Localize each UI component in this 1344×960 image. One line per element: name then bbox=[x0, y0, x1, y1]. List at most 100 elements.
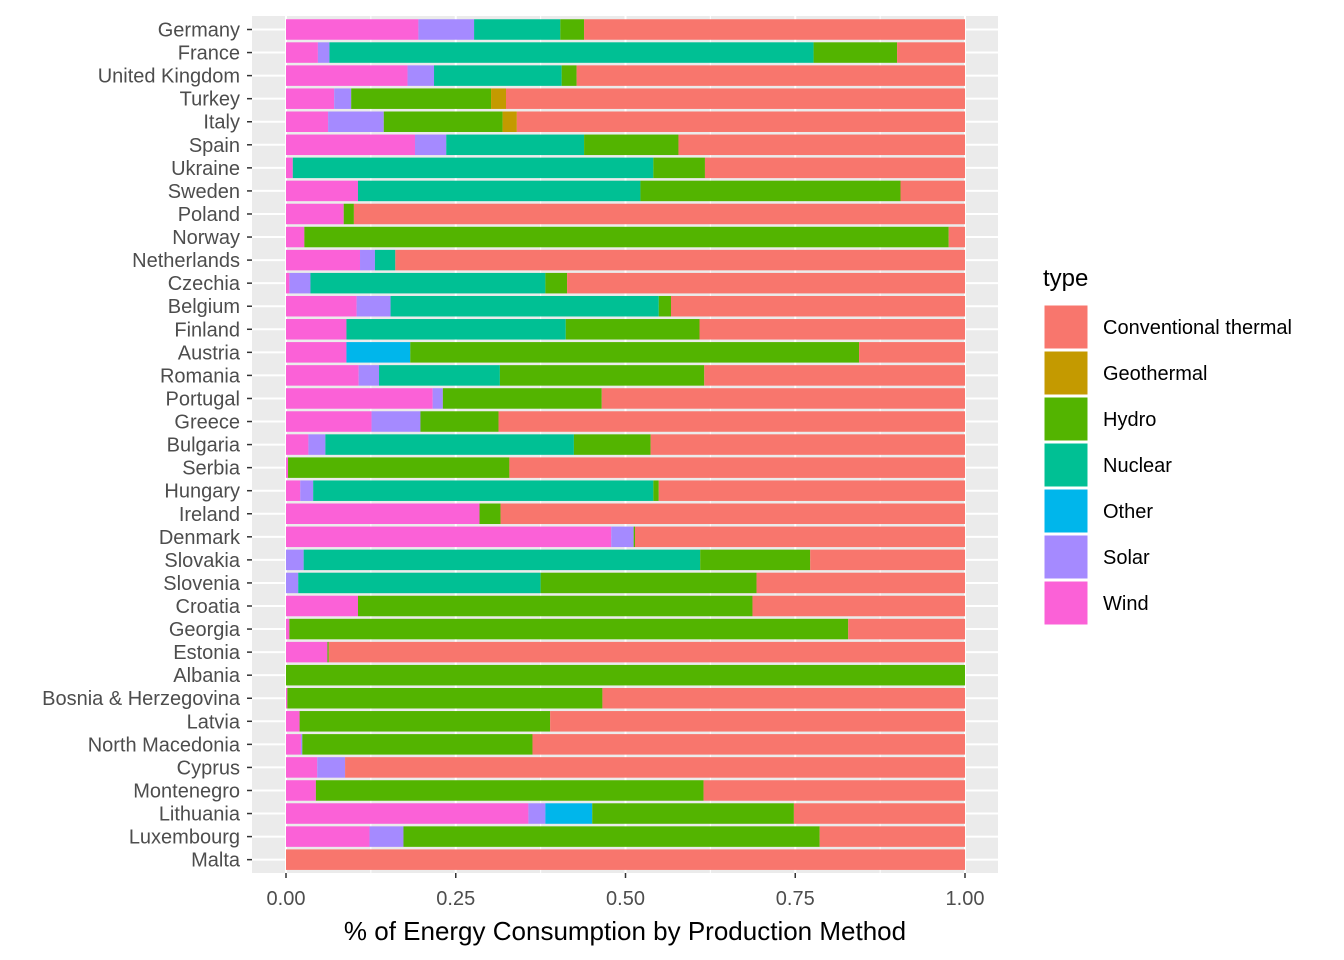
bar-segment-hydro bbox=[592, 803, 794, 824]
bar-segment-wind bbox=[286, 595, 358, 617]
bar-segment-hydro bbox=[700, 549, 811, 571]
x-tick-label: 0.25 bbox=[436, 888, 475, 910]
y-tick-label: North Macedonia bbox=[88, 734, 241, 756]
bar-segment-hydro bbox=[357, 595, 753, 617]
bar-croatia bbox=[286, 595, 965, 617]
bar-segment-hydro bbox=[288, 457, 510, 478]
bar-segment-wind bbox=[286, 803, 529, 824]
y-tick-label: Lithuania bbox=[159, 804, 241, 826]
bar-segment-geothermal bbox=[502, 111, 517, 132]
x-tick-label: 0.00 bbox=[267, 888, 306, 910]
bar-segment-conventional-thermal bbox=[505, 88, 965, 109]
bar-cyprus bbox=[286, 757, 965, 778]
y-tick-label: Czechia bbox=[168, 273, 241, 295]
y-tick-label: France bbox=[178, 43, 240, 65]
bar-segment-solar bbox=[334, 88, 352, 109]
bar-segment-conventional-thermal bbox=[658, 480, 965, 501]
legend-key bbox=[1043, 534, 1089, 580]
y-tick-label: Ukraine bbox=[171, 158, 240, 180]
bar-segment-conventional-thermal bbox=[353, 203, 965, 225]
bar-segment-conventional-thermal bbox=[498, 411, 965, 432]
bar-hungary bbox=[286, 480, 965, 501]
x-tick-label: 0.75 bbox=[776, 888, 815, 910]
bar-segment-hydro bbox=[813, 42, 898, 63]
bar-germany bbox=[286, 19, 965, 40]
bar-segment-conventional-thermal bbox=[848, 618, 965, 640]
legend-item-nuclear: Nuclear bbox=[1043, 442, 1172, 488]
bar-segment-hydro bbox=[565, 319, 700, 340]
bar-segment-conventional-thermal bbox=[601, 388, 965, 409]
bar-czechia bbox=[286, 272, 965, 294]
legend-key bbox=[1043, 304, 1089, 350]
bar-georgia bbox=[286, 618, 965, 640]
legend-title: type bbox=[1043, 265, 1088, 292]
legend-label: Nuclear bbox=[1103, 455, 1172, 477]
bar-segment-other bbox=[545, 803, 593, 824]
bar-estonia bbox=[286, 641, 966, 663]
legend-label: Conventional thermal bbox=[1103, 317, 1292, 339]
bar-segment-conventional-thermal bbox=[670, 295, 965, 317]
bar-segment-solar bbox=[371, 411, 421, 432]
legend-item-other: Other bbox=[1043, 488, 1153, 534]
y-tick-label: United Kingdom bbox=[98, 66, 240, 88]
bar-segment-solar bbox=[308, 434, 326, 455]
bar-segment-nuclear bbox=[325, 434, 574, 455]
y-tick-label: Luxembourg bbox=[129, 827, 240, 849]
bar-segment-conventional-thermal bbox=[516, 111, 965, 132]
bar-segment-wind bbox=[286, 503, 480, 525]
y-tick-label: Slovakia bbox=[164, 550, 240, 572]
legend-key bbox=[1043, 350, 1089, 396]
bar-belgium bbox=[286, 295, 965, 317]
bar-segment-wind bbox=[286, 687, 288, 709]
y-tick-label: Bosnia & Herzegovina bbox=[42, 688, 241, 710]
y-tick-label: Serbia bbox=[182, 458, 241, 480]
bar-segment-conventional-thermal bbox=[699, 319, 965, 340]
bar-segment-wind bbox=[286, 134, 416, 156]
bar-segment-wind bbox=[286, 272, 290, 294]
bar-segment-hydro bbox=[545, 272, 568, 294]
stacked-bars bbox=[286, 19, 966, 870]
y-tick-label: Cyprus bbox=[177, 757, 240, 779]
bar-bulgaria bbox=[286, 434, 965, 455]
y-tick-label: Bulgaria bbox=[167, 435, 241, 457]
y-tick-label: Poland bbox=[178, 204, 240, 226]
bar-segment-nuclear bbox=[313, 480, 654, 501]
bar-segment-solar bbox=[358, 365, 380, 386]
bar-segment-wind bbox=[286, 65, 408, 86]
x-axis-title: % of Energy Consumption by Production Me… bbox=[344, 916, 906, 946]
bar-segment-conventional-thermal bbox=[328, 641, 966, 663]
bar-segment-wind bbox=[286, 342, 347, 363]
legend-item-hydro: Hydro bbox=[1043, 396, 1156, 442]
bar-luxembourg bbox=[286, 826, 965, 847]
bar-segment-wind bbox=[286, 319, 347, 340]
y-tick-label: Montenegro bbox=[133, 780, 240, 802]
legend-key bbox=[1043, 488, 1089, 534]
bar-segment-conventional-thermal bbox=[395, 249, 966, 271]
bar-segment-nuclear bbox=[303, 549, 701, 571]
bar-segment-solar bbox=[418, 19, 475, 40]
bar-lithuania bbox=[286, 803, 965, 824]
bar-sweden bbox=[286, 180, 965, 202]
bar-segment-conventional-thermal bbox=[567, 272, 965, 294]
bar-segment-solar bbox=[286, 572, 299, 594]
bar-segment-hydro bbox=[584, 134, 679, 156]
bar-segment-conventional-thermal bbox=[286, 849, 965, 870]
bar-segment-conventional-thermal bbox=[584, 19, 965, 40]
y-tick-label: Germany bbox=[158, 20, 240, 42]
bar-segment-hydro bbox=[302, 734, 533, 755]
bar-segment-wind bbox=[286, 411, 372, 432]
bar-segment-conventional-thermal bbox=[703, 780, 965, 801]
bar-segment-wind bbox=[286, 19, 419, 40]
bar-segment-nuclear bbox=[474, 19, 561, 40]
bar-segment-conventional-thermal bbox=[550, 711, 965, 732]
bar-segment-nuclear bbox=[310, 272, 546, 294]
legend-label: Geothermal bbox=[1103, 363, 1208, 385]
bar-segment-wind bbox=[286, 826, 370, 847]
bar-segment-solar bbox=[415, 134, 447, 156]
bar-segment-hydro bbox=[343, 203, 354, 225]
bar-italy bbox=[286, 111, 965, 132]
bar-segment-hydro bbox=[479, 503, 501, 525]
bar-segment-other bbox=[346, 342, 411, 363]
legend-label: Wind bbox=[1103, 593, 1149, 615]
